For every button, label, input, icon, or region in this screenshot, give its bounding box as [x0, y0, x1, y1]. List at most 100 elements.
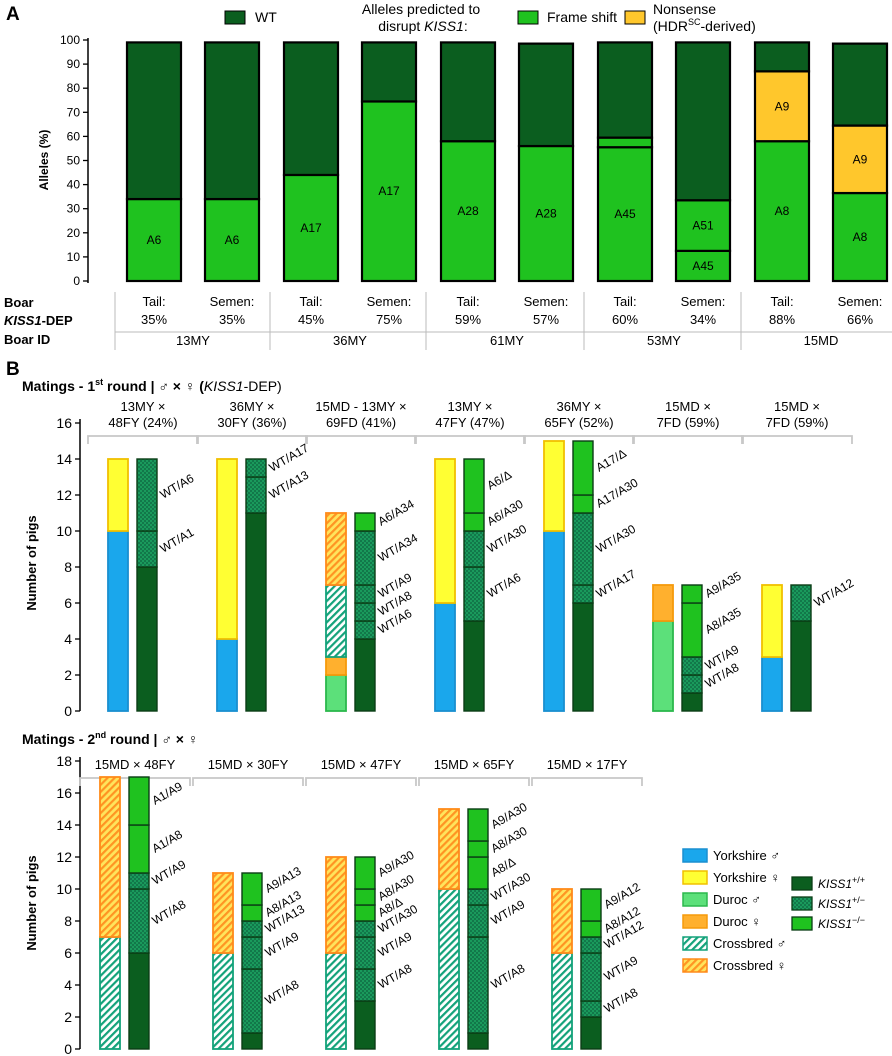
- b-parent-segment-crossbred_m: [325, 952, 347, 1050]
- legend-alleles-title: Alleles predicted to disrupt KISS1:: [362, 1, 484, 34]
- b-ytick-label: 8: [64, 559, 72, 575]
- a-boar-id: 36MY: [333, 333, 367, 348]
- b-ytick-label: 0: [64, 1041, 72, 1056]
- b-offspring-segment-ko: [128, 776, 150, 826]
- a-dep-value: 88%: [769, 312, 795, 327]
- b-offspring-segment-wt: [467, 1032, 489, 1050]
- a-segment-frameshift: [831, 191, 889, 283]
- b-offspring-segment-ko: [354, 856, 376, 890]
- b-group: 15MD - 13MY ×69FD (41%)A6/A34WT/A34WT/A9…: [305, 399, 420, 712]
- b-offspring-segment-ko: [241, 872, 263, 906]
- b-group-bracket: [531, 777, 643, 786]
- b-group-header: 15MD ×: [665, 399, 711, 414]
- b-parent-segment-crossbred_m: [212, 952, 234, 1050]
- a-segment-wt: [282, 41, 340, 177]
- b-genotype-label: A8/Δ: [489, 854, 519, 879]
- b-genotype-label: WT/A17: [594, 567, 639, 601]
- b-group-header: 47FY (47%): [435, 415, 504, 430]
- b-parent-segment-crossbred_f: [325, 512, 347, 586]
- legend-label-duroc_f: Duroc ♀: [713, 914, 761, 929]
- a-bar-15MD-tail: A8 A9: [753, 41, 811, 283]
- round2-title: Matings - 2nd round | ♂ × ♀: [22, 730, 198, 747]
- b-group-header: 65FY (52%): [544, 415, 613, 430]
- b-offspring-segment-wt: [790, 620, 812, 712]
- b-genotype-label: WT/A6: [485, 570, 524, 601]
- b-genotype-label: A9/A35: [703, 569, 744, 601]
- legend-title-gene: KISS1: [424, 18, 464, 34]
- a-segment-label: A6: [225, 233, 240, 247]
- legend-swatch-wt: [791, 876, 813, 891]
- b-offspring-segment-het: [354, 920, 376, 938]
- a-bar-15MD-semen: A8 A9: [831, 42, 889, 283]
- panel-a-ylabel: Alleles (%): [37, 130, 51, 191]
- panel-b: B Matings - 1st round | ♂ × ♀ (KISS1-DEP…: [6, 359, 865, 1056]
- a-dep-value: 57%: [533, 312, 559, 327]
- a-boar-id: 15MD: [804, 333, 839, 348]
- legend-swatch-ko: [791, 916, 813, 931]
- round2-y-axis: Number of pigs 0 2 4 6 8 10 12 14 16 18: [24, 753, 81, 1056]
- b-group-header: 36MY ×: [230, 399, 275, 414]
- a-sample-label: Semen:: [681, 294, 726, 309]
- b-group: 13MY ×48FY (24%) WT/A6 WT/A1: [87, 399, 199, 712]
- b-genotype-label: WT/A8: [150, 897, 189, 928]
- b-offspring-segment-ko: [128, 824, 150, 874]
- legend-a: WT Alleles predicted to disrupt KISS1: F…: [224, 1, 756, 34]
- a-segment-wt: [596, 41, 654, 139]
- a-ytick-label: 30: [67, 202, 81, 216]
- panel-letter-a: A: [6, 4, 20, 25]
- b-group: 15MD × 65FYA9/A30A8/A30A8/ΔWT/A30WT/A9WT…: [418, 757, 533, 1050]
- a-sample-label: Semen:: [838, 294, 883, 309]
- b-group-bracket: [632, 435, 744, 444]
- b-offspring-segment-het: [354, 620, 376, 640]
- a-sample-label: Tail:: [142, 294, 165, 309]
- b-offspring-segment-wt: [463, 620, 485, 712]
- b-parent-segment-yorkshire_f: [107, 458, 129, 532]
- b-genotype-label: WT/A12: [812, 576, 857, 610]
- b-group-header: 15MD × 30FY: [208, 757, 289, 772]
- legend-b: Yorkshire ♂ Yorkshire ♀ Duroc ♂ Duroc ♀ Cros…: [682, 848, 865, 973]
- b-parent-segment-crossbred_m: [438, 888, 460, 1050]
- b-parent-segment-crossbred_f: [551, 888, 573, 954]
- b-group-header: 48FY (24%): [108, 415, 177, 430]
- b-offspring-segment-het: [245, 476, 267, 514]
- a-bar-36MY-semen: A17: [360, 41, 418, 283]
- b-ytick-label: 12: [56, 849, 72, 865]
- a-segment-label: A9: [775, 99, 790, 113]
- a-sample-label: Semen:: [524, 294, 569, 309]
- b-group-bracket: [523, 435, 635, 444]
- b-offspring-segment-wt: [241, 1032, 263, 1050]
- b-offspring-segment-het: [572, 584, 594, 604]
- b-parent-segment-yorkshire_m: [434, 602, 456, 712]
- b-group-header: 13MY ×: [121, 399, 166, 414]
- a-segment-wt: [439, 41, 497, 143]
- a-bar-13MY-semen: A6: [203, 41, 261, 283]
- b-ytick-label: 10: [56, 523, 72, 539]
- b-offspring-segment-ko: [681, 584, 703, 604]
- b-group-header: 69FD (41%): [326, 415, 396, 430]
- b-genotype-label: WT/A30: [594, 522, 639, 556]
- b-parent-segment-crossbred_f: [438, 808, 460, 890]
- a-ytick-label: 50: [67, 154, 81, 168]
- a-segment-label: A17: [378, 184, 400, 198]
- b-group: 15MD × 47FYA9/A30A8/A30A8/ΔWT/A30WT/A9WT…: [305, 757, 420, 1050]
- a-dep-value: 59%: [455, 312, 481, 327]
- a-ytick-label: 70: [67, 105, 81, 119]
- legend-wt-swatch: [224, 10, 246, 25]
- b-ytick-label: 16: [56, 785, 72, 801]
- b-group-bracket: [87, 435, 199, 444]
- b-group-header: 15MD × 17FY: [547, 757, 628, 772]
- legend-swatch-duroc_m: [682, 892, 708, 907]
- a-dep-value: 75%: [376, 312, 402, 327]
- b-offspring-segment-wt: [681, 692, 703, 712]
- a-segment-frameshift: [674, 249, 732, 283]
- a-segment-nonsense: [753, 70, 811, 143]
- b-offspring-segment-het: [136, 530, 158, 568]
- b-offspring-segment-het: [241, 968, 263, 1034]
- b-offspring-segment-ko: [463, 458, 485, 514]
- a-bar-61MY-semen: A28: [517, 42, 575, 283]
